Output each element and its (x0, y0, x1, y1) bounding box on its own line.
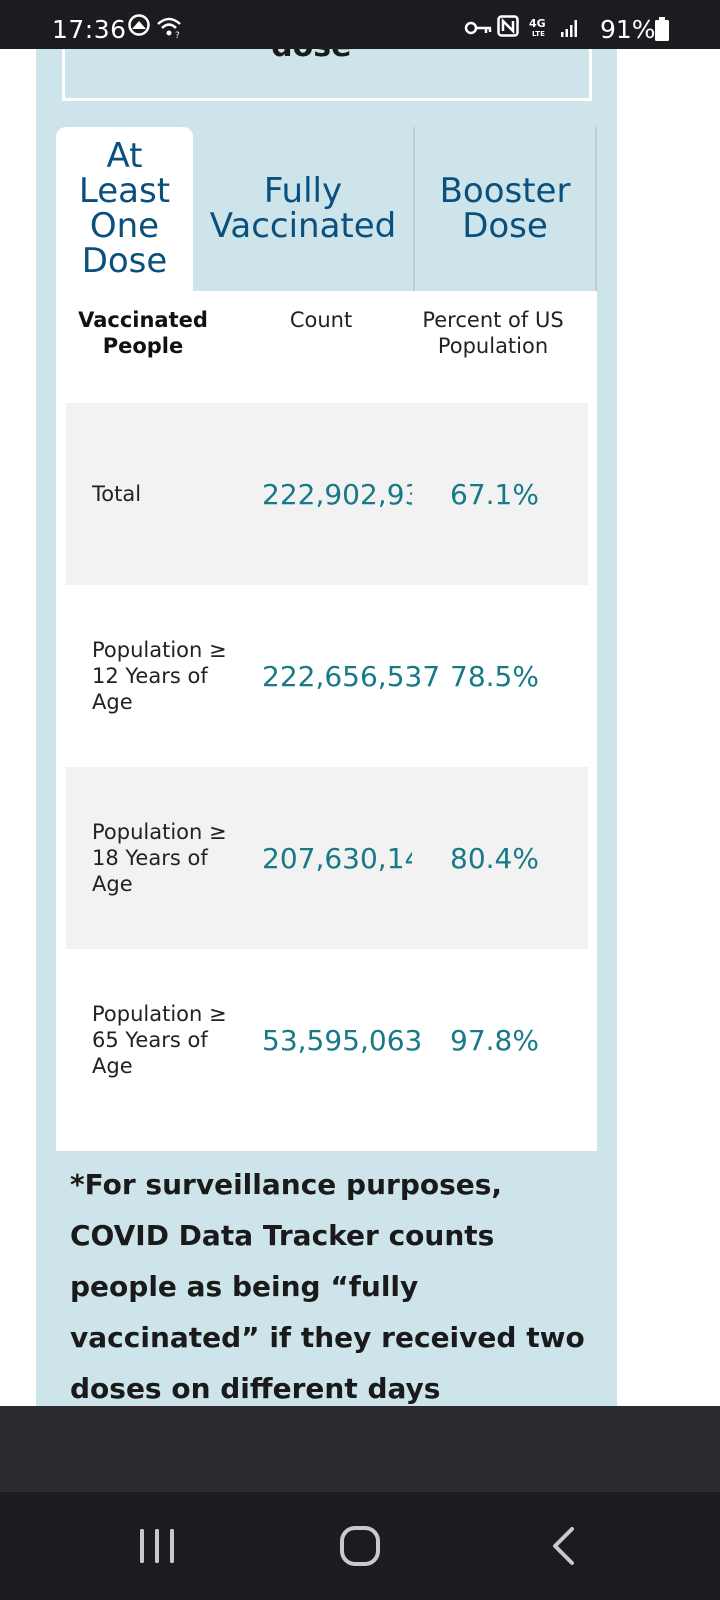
recent-apps-icon[interactable] (97, 1492, 217, 1600)
table-row: Population ≥ 18 Years of Age 207,630,14 … (66, 767, 588, 949)
header-count: Count (289, 308, 353, 332)
tab-booster-dose[interactable]: Booster Dose (415, 127, 597, 291)
navigation-bar (0, 1492, 720, 1600)
header-percent: Percent of US Population (422, 308, 564, 358)
row-count: 207,630,14 (262, 841, 412, 875)
vaccination-table: Vaccinated People Count Percent of US Po… (56, 291, 597, 1151)
web-page: dose** At Least One Dose Fully Vaccinate… (0, 49, 720, 1406)
row-percent: 78.5% (450, 659, 539, 693)
4g-lte-icon: 4G LTE (529, 17, 553, 41)
table-row: Population ≥ 12 Years of Age 222,656,537… (66, 585, 588, 767)
row-label: Total (92, 482, 142, 506)
row-percent: 80.4% (450, 841, 539, 875)
battery-percent: 91% (600, 15, 656, 44)
hotspot-icon (128, 14, 150, 40)
tab-fully-vaccinated[interactable]: Fully Vaccinated (193, 127, 415, 291)
previous-section-box: dose** (62, 49, 592, 101)
row-count: 222,902,93 (262, 477, 412, 511)
dose-tabs: At Least One Dose Fully Vaccinated Boost… (56, 127, 597, 291)
row-percent: 67.1% (450, 477, 539, 511)
row-label: Population ≥ 12 Years of Age (92, 638, 227, 714)
status-time: 17:36 (52, 15, 127, 44)
row-label: Population ≥ 65 Years of Age (92, 1002, 227, 1078)
key-icon (464, 20, 492, 39)
table-row: Total 222,902,93 67.1% (66, 403, 588, 585)
bottom-gray-band (0, 1406, 720, 1492)
status-bar: 17:36 ? 4G LTE 91% (0, 0, 720, 49)
header-vaccinated-people: Vaccinated People (78, 308, 208, 358)
vaccination-card: dose** At Least One Dose Fully Vaccinate… (36, 49, 617, 1406)
signal-icon (560, 18, 580, 42)
svg-text:4G: 4G (529, 17, 546, 30)
row-percent: 97.8% (450, 1023, 539, 1057)
surveillance-footnote: *For surveillance purposes, COVID Data T… (70, 1168, 585, 1405)
svg-text:LTE: LTE (532, 30, 545, 37)
home-icon[interactable] (300, 1492, 420, 1600)
row-count: 222,656,537 (262, 659, 441, 693)
table-row: Population ≥ 65 Years of Age 53,595,063 … (66, 949, 588, 1131)
row-label: Population ≥ 18 Years of Age (92, 820, 227, 896)
battery-icon (655, 17, 669, 45)
wifi-icon: ? (156, 16, 182, 42)
nfc-icon (497, 15, 519, 41)
svg-text:?: ? (175, 31, 180, 38)
back-icon[interactable] (503, 1492, 623, 1600)
tab-at-least-one-dose[interactable]: At Least One Dose (56, 127, 193, 291)
previous-section-text: dose** (65, 49, 589, 64)
row-count: 53,595,063 (262, 1023, 423, 1057)
